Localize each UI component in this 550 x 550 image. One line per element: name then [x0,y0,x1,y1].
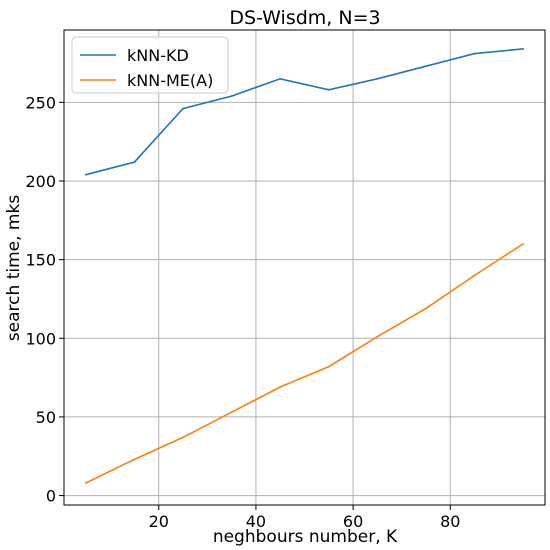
x-axis-label: neghbours number, K [213,527,398,547]
grid [64,30,545,505]
plot-frame [63,29,546,506]
series-line-2 [85,243,524,484]
ticks: 20 40 60 80 0 50 100 150 200 250 [25,93,460,531]
y-tick-label: 250 [25,93,56,112]
series-point-1 [279,77,282,80]
series-point-1 [522,47,525,50]
legend-box [71,36,229,94]
series-point-2 [182,436,184,439]
legend-label-1: kNN-KD [127,46,189,65]
series-point-2 [84,482,87,484]
series-point-1 [376,77,379,80]
series-point-1 [133,161,136,164]
y-tick-label: 0 [46,487,56,506]
legend-label-2: kNN-ME(A) [127,71,213,90]
x-tick-label: 40 [246,512,266,531]
series-point-2 [425,307,427,310]
series-point-1 [182,107,184,110]
series-point-2 [230,411,233,414]
y-axis-label: search time, mks [4,195,24,341]
x-tick-label: 80 [440,512,460,531]
series-layer [84,47,525,484]
series-point-2 [327,365,330,368]
x-tick-label: 20 [149,512,169,531]
series-point-2 [279,386,282,388]
chart-title: DS-Wisdm, N=3 [229,7,380,29]
series-point-1 [84,173,87,176]
series-point-1 [230,95,233,97]
x-tick-label: 60 [343,512,363,531]
y-tick-label: 150 [25,251,56,270]
y-tick-label: 100 [25,329,56,348]
series-point-1 [327,88,330,91]
y-tick-label: 50 [36,408,56,427]
series-point-1 [473,52,476,55]
series-point-2 [376,335,379,338]
series-line-1 [85,48,524,176]
series-point-1 [425,65,427,68]
series-point-2 [522,243,525,245]
series-point-2 [133,458,136,461]
series-point-2 [473,274,476,277]
y-tick-label: 200 [25,172,56,191]
legend: kNN-KD kNN-ME(A) [71,36,229,94]
